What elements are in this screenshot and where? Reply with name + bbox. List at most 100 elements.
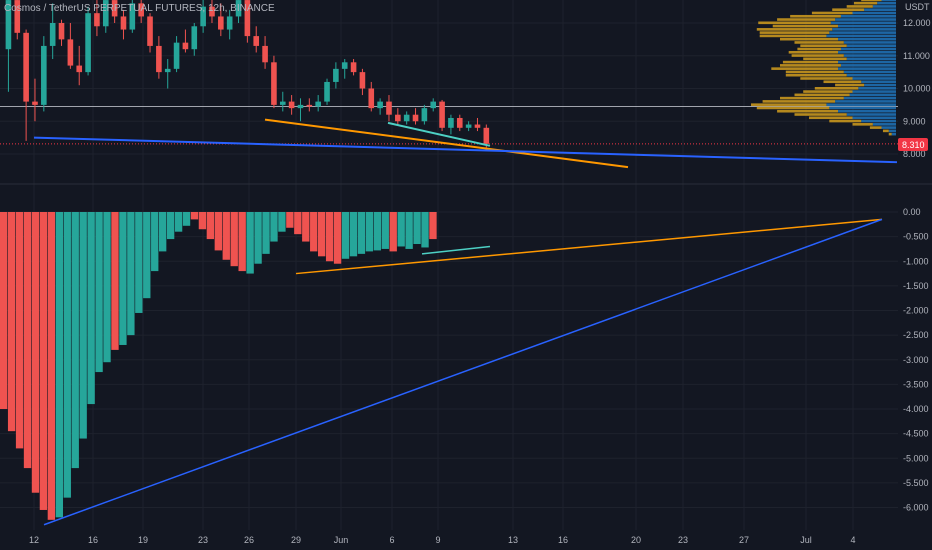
volume-profile (751, 0, 896, 136)
time-tick-label: Jul (800, 535, 812, 545)
oscillator-bar (413, 212, 421, 245)
oscillator-bar (286, 212, 294, 228)
oscillator-trendline-orange[interactable] (295, 218, 883, 275)
candle-body (76, 65, 83, 73)
candle-body (67, 39, 74, 66)
volume-profile-down-row (823, 80, 862, 84)
volume-profile-up-row (872, 5, 896, 8)
candle-body (191, 26, 198, 50)
volume-profile-down-row (794, 93, 850, 97)
volume-profile-up-row (872, 123, 896, 126)
volume-profile-up-row (846, 73, 896, 77)
volume-profile-up-row (838, 109, 896, 113)
candle-body (14, 0, 21, 33)
candle-body (111, 0, 118, 17)
oscillator-bar (333, 212, 342, 264)
volume-profile-up-row (877, 1, 896, 5)
candle-body (156, 45, 162, 73)
volume-profile-down-row (759, 31, 830, 34)
volume-profile-down-row (790, 14, 841, 18)
volume-profile-down-row (762, 100, 836, 103)
candle-body (395, 114, 401, 122)
volume-profile-up-row (838, 60, 896, 64)
oscillator-tick-label: -2.000 (903, 306, 929, 316)
oscillator-tick-label: -3.500 (903, 379, 929, 389)
volume-profile-down-row (785, 73, 847, 77)
candle-body (341, 62, 348, 69)
volume-profile-down-row (797, 47, 841, 51)
candle-body (5, 0, 12, 50)
oscillator-bar (87, 212, 95, 405)
volume-profile-down-row (852, 123, 873, 126)
candle-body (288, 101, 295, 109)
volume-profile-up-row (891, 132, 896, 136)
oscillator-bar (111, 212, 119, 350)
volume-profile-up-row (835, 18, 896, 21)
last-price-tag (898, 138, 928, 151)
volume-profile-down-row (780, 64, 841, 67)
candle-body (138, 3, 144, 17)
oscillator-bar (246, 212, 254, 274)
oscillator-trendline-blue[interactable] (43, 218, 883, 526)
time-tick-label: 26 (244, 535, 254, 545)
candle-body (129, 3, 136, 30)
candle-body (297, 104, 304, 109)
candle-body (23, 32, 29, 102)
volume-profile-up-row (829, 106, 896, 110)
oscillator-tick-label: -3.000 (903, 355, 929, 365)
price-tick-label: 12.000 (903, 18, 931, 28)
volume-profile-up-row (861, 80, 896, 84)
volume-profile-down-row (882, 129, 889, 133)
volume-profile-up-row (838, 67, 896, 70)
volume-profile-down-row (785, 70, 844, 74)
volume-profile-down-row (803, 90, 853, 93)
oscillator-bar (182, 212, 191, 226)
volume-profile-up-row (840, 14, 896, 18)
volume-profile-down-row (788, 50, 838, 54)
price-trendline-orange[interactable] (264, 118, 629, 169)
time-tick-label: 16 (558, 535, 568, 545)
oscillator-bar (15, 212, 24, 449)
candle-body (244, 0, 251, 37)
volume-profile-up-row (838, 37, 896, 41)
candle-body (306, 104, 313, 107)
volume-profile-up-row (829, 31, 896, 34)
oscillator-trendline-teal[interactable] (421, 245, 491, 255)
candle-body (147, 16, 153, 46)
oscillator-bar (238, 212, 246, 272)
candle-body (85, 13, 91, 73)
time-tick-label: 13 (508, 535, 518, 545)
oscillator-bar (325, 212, 334, 262)
volume-profile-up-row (846, 44, 896, 48)
oscillator-bar (230, 212, 238, 267)
price-trendline-teal[interactable] (387, 121, 491, 147)
price-axis[interactable]: 12.000 11.000 10.000 9.000 8.000 (903, 18, 931, 159)
oscillator-axis[interactable]: 0.00 -0.500 -1.000 -1.500 -2.000 -2.500 -3.000… (903, 207, 929, 513)
candle-body (173, 42, 180, 69)
price-trendline-blue[interactable] (33, 136, 898, 164)
time-axis[interactable]: 12 16 19 23 26 29 Jun 6 9 13 16 20 23 27 Jul 4 (29, 535, 856, 545)
time-tick-label: 4 (850, 535, 855, 545)
time-tick-label: 19 (138, 535, 148, 545)
volume-profile-down-row (888, 132, 892, 136)
time-tick-label: 23 (198, 535, 208, 545)
oscillator-bar (421, 212, 429, 248)
oscillator-bar (302, 212, 310, 242)
oscillator-bar (310, 212, 318, 252)
volume-profile-up-row (835, 100, 896, 103)
volume-profile-up-row (852, 90, 896, 93)
oscillator-tick-label: -0.500 (903, 232, 929, 242)
oscillator-bar (341, 212, 350, 259)
candle-body (403, 114, 410, 122)
volume-profile-down-row (756, 28, 833, 31)
oscillator-bar (349, 212, 358, 257)
candle-body (58, 23, 65, 40)
volume-profile-down-row (780, 37, 838, 41)
price-tick-label: 10.000 (903, 84, 931, 94)
time-tick-label: 27 (739, 535, 749, 545)
oscillator-bar (190, 212, 199, 220)
volume-profile-up-row (843, 54, 896, 57)
candles-layer (5, 0, 490, 148)
oscillator-bar (389, 212, 397, 252)
price-tick-label: 11.000 (903, 51, 930, 61)
